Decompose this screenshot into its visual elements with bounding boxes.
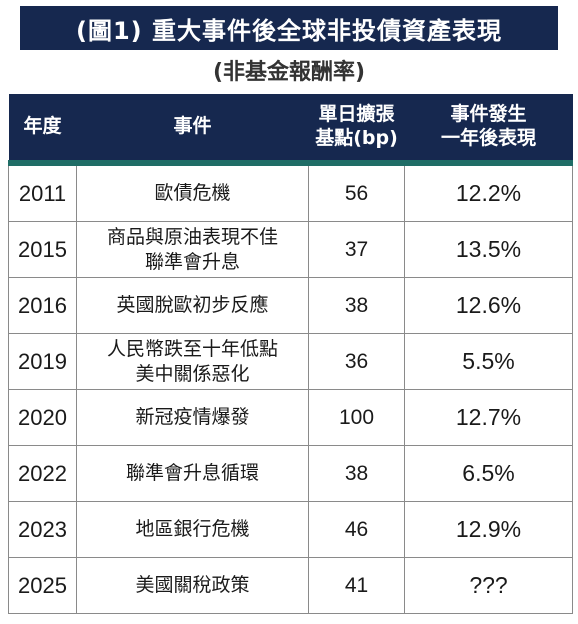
cell-bp: 38 xyxy=(308,277,405,334)
cell-bp: 36 xyxy=(308,333,405,390)
cell-performance: 13.5% xyxy=(404,221,573,278)
cell-event: 歐債危機 xyxy=(76,162,309,222)
cell-event-line2: 美中關係惡化 xyxy=(135,362,250,385)
events-table: 年度 事件 單日擴張 基點(bp) 事件發生 一年後表現 2011 歐債危機 5… xyxy=(8,94,573,614)
header-year: 年度 xyxy=(8,94,77,163)
cell-year: 2011 xyxy=(8,162,77,222)
table-row: 2022 聯準會升息循環 38 6.5% xyxy=(8,445,573,502)
cell-event-line1: 美國關稅政策 xyxy=(135,574,250,597)
cell-event-line1: 地區銀行危機 xyxy=(135,518,250,541)
cell-event-line1: 英國脫歐初步反應 xyxy=(116,294,269,317)
header-event: 事件 xyxy=(76,94,309,163)
cell-event-line1: 人民幣跌至十年低點 xyxy=(106,337,278,360)
cell-performance: 5.5% xyxy=(404,333,573,390)
cell-performance: 12.7% xyxy=(404,389,573,446)
cell-performance: 12.9% xyxy=(404,501,573,558)
cell-bp: 38 xyxy=(308,445,405,502)
header-bp-line1: 單日擴張 xyxy=(318,103,395,126)
cell-bp: 46 xyxy=(308,501,405,558)
header-performance-line1: 事件發生 xyxy=(450,103,527,126)
cell-bp: 100 xyxy=(308,389,405,446)
table-row: 2020 新冠疫情爆發 100 12.7% xyxy=(8,389,573,446)
table-header-row: 年度 事件 單日擴張 基點(bp) 事件發生 一年後表現 xyxy=(8,94,573,163)
cell-event: 商品與原油表現不佳 聯準會升息 xyxy=(76,221,309,278)
page-title: (圖1) 重大事件後全球非投債資產表現 xyxy=(20,6,558,50)
cell-event-line1: 聯準會升息循環 xyxy=(125,462,259,485)
cell-bp: 56 xyxy=(308,162,405,222)
table-row: 2015 商品與原油表現不佳 聯準會升息 37 13.5% xyxy=(8,221,573,278)
cell-event-line1: 歐債危機 xyxy=(154,182,231,205)
cell-year: 2020 xyxy=(8,389,77,446)
cell-performance: ??? xyxy=(404,557,573,614)
cell-event: 人民幣跌至十年低點 美中關係惡化 xyxy=(76,333,309,390)
cell-event-line2: 聯準會升息 xyxy=(144,250,240,273)
cell-performance: 12.6% xyxy=(404,277,573,334)
cell-event: 美國關稅政策 xyxy=(76,557,309,614)
page-subtitle: (非基金報酬率) xyxy=(212,60,366,85)
cell-year: 2022 xyxy=(8,445,77,502)
cell-year: 2016 xyxy=(8,277,77,334)
cell-year: 2019 xyxy=(8,333,77,390)
table-row: 2016 英國脫歐初步反應 38 12.6% xyxy=(8,277,573,334)
table-row: 2023 地區銀行危機 46 12.9% xyxy=(8,501,573,558)
table-row: 2011 歐債危機 56 12.2% xyxy=(8,162,573,222)
header-performance-line2: 一年後表現 xyxy=(440,127,536,149)
cell-event: 地區銀行危機 xyxy=(76,501,309,558)
cell-year: 2015 xyxy=(8,221,77,278)
cell-year: 2023 xyxy=(8,501,77,558)
cell-year: 2025 xyxy=(8,557,77,614)
table-row: 2019 人民幣跌至十年低點 美中關係惡化 36 5.5% xyxy=(8,333,573,390)
cell-event: 新冠疫情爆發 xyxy=(76,389,309,446)
cell-bp: 41 xyxy=(308,557,405,614)
table-row: 2025 美國關稅政策 41 ??? xyxy=(8,557,573,614)
cell-event-line1: 新冠疫情爆發 xyxy=(135,406,250,429)
cell-event: 英國脫歐初步反應 xyxy=(76,277,309,334)
cell-bp: 37 xyxy=(308,221,405,278)
cell-performance: 12.2% xyxy=(404,162,573,222)
header-bp: 單日擴張 基點(bp) xyxy=(308,94,405,163)
header-bp-line2: 基點(bp) xyxy=(315,127,398,149)
cell-event: 聯準會升息循環 xyxy=(76,445,309,502)
header-performance: 事件發生 一年後表現 xyxy=(404,94,573,163)
cell-performance: 6.5% xyxy=(404,445,573,502)
cell-event-line1: 商品與原油表現不佳 xyxy=(106,225,278,248)
